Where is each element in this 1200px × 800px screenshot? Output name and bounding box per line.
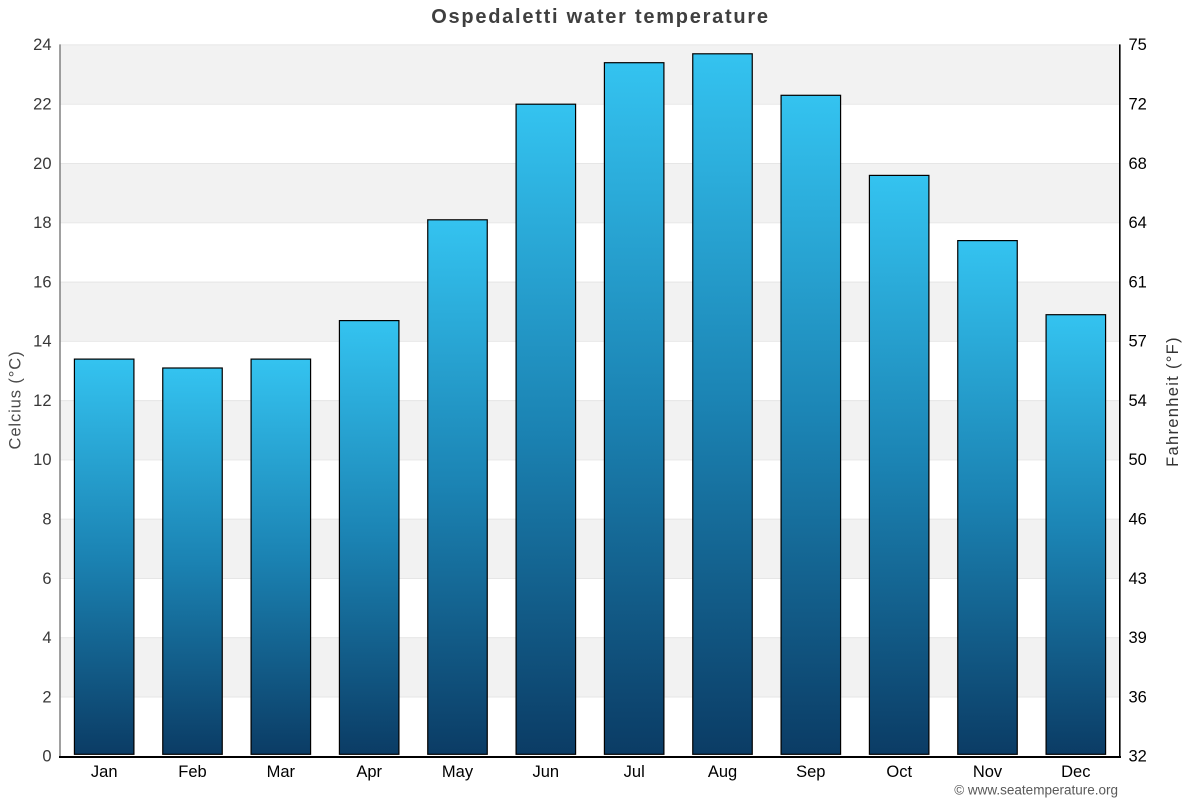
svg-text:Nov: Nov [973,763,1003,781]
svg-text:22: 22 [33,96,51,114]
svg-text:4: 4 [42,629,51,647]
svg-text:68: 68 [1129,155,1147,173]
svg-text:64: 64 [1129,214,1147,232]
svg-text:Ospedaletti water temperature: Ospedaletti water temperature [431,6,770,28]
svg-text:36: 36 [1129,688,1147,706]
svg-text:Celcius (°C): Celcius (°C) [6,351,24,450]
svg-text:Jun: Jun [532,763,559,781]
svg-text:12: 12 [33,392,51,410]
svg-text:6: 6 [42,570,51,588]
svg-text:24: 24 [33,36,51,54]
svg-text:May: May [442,763,474,781]
svg-text:50: 50 [1129,451,1147,469]
svg-text:8: 8 [42,511,51,529]
svg-text:Sep: Sep [796,763,825,781]
svg-text:Jan: Jan [91,763,118,781]
svg-text:10: 10 [33,451,51,469]
svg-text:39: 39 [1129,629,1147,647]
svg-text:61: 61 [1129,273,1147,291]
svg-text:57: 57 [1129,333,1147,351]
svg-text:2: 2 [42,688,51,706]
svg-text:Aug: Aug [708,763,737,781]
svg-text:Fahrenheit (°F): Fahrenheit (°F) [1164,336,1182,467]
svg-text:Dec: Dec [1061,763,1090,781]
svg-text:14: 14 [33,333,51,351]
svg-text:16: 16 [33,273,51,291]
svg-text:18: 18 [33,214,51,232]
svg-text:© www.seatemperature.org: © www.seatemperature.org [954,783,1118,798]
svg-text:32: 32 [1129,748,1147,766]
svg-text:43: 43 [1129,570,1147,588]
svg-text:0: 0 [42,748,51,766]
svg-text:75: 75 [1129,36,1147,54]
svg-text:20: 20 [33,155,51,173]
svg-text:Oct: Oct [886,763,912,781]
svg-text:Jul: Jul [624,763,645,781]
svg-text:Mar: Mar [267,763,296,781]
svg-text:46: 46 [1129,511,1147,529]
svg-text:54: 54 [1129,392,1147,410]
svg-text:Apr: Apr [356,763,382,781]
svg-text:Feb: Feb [178,763,206,781]
svg-text:72: 72 [1129,96,1147,114]
